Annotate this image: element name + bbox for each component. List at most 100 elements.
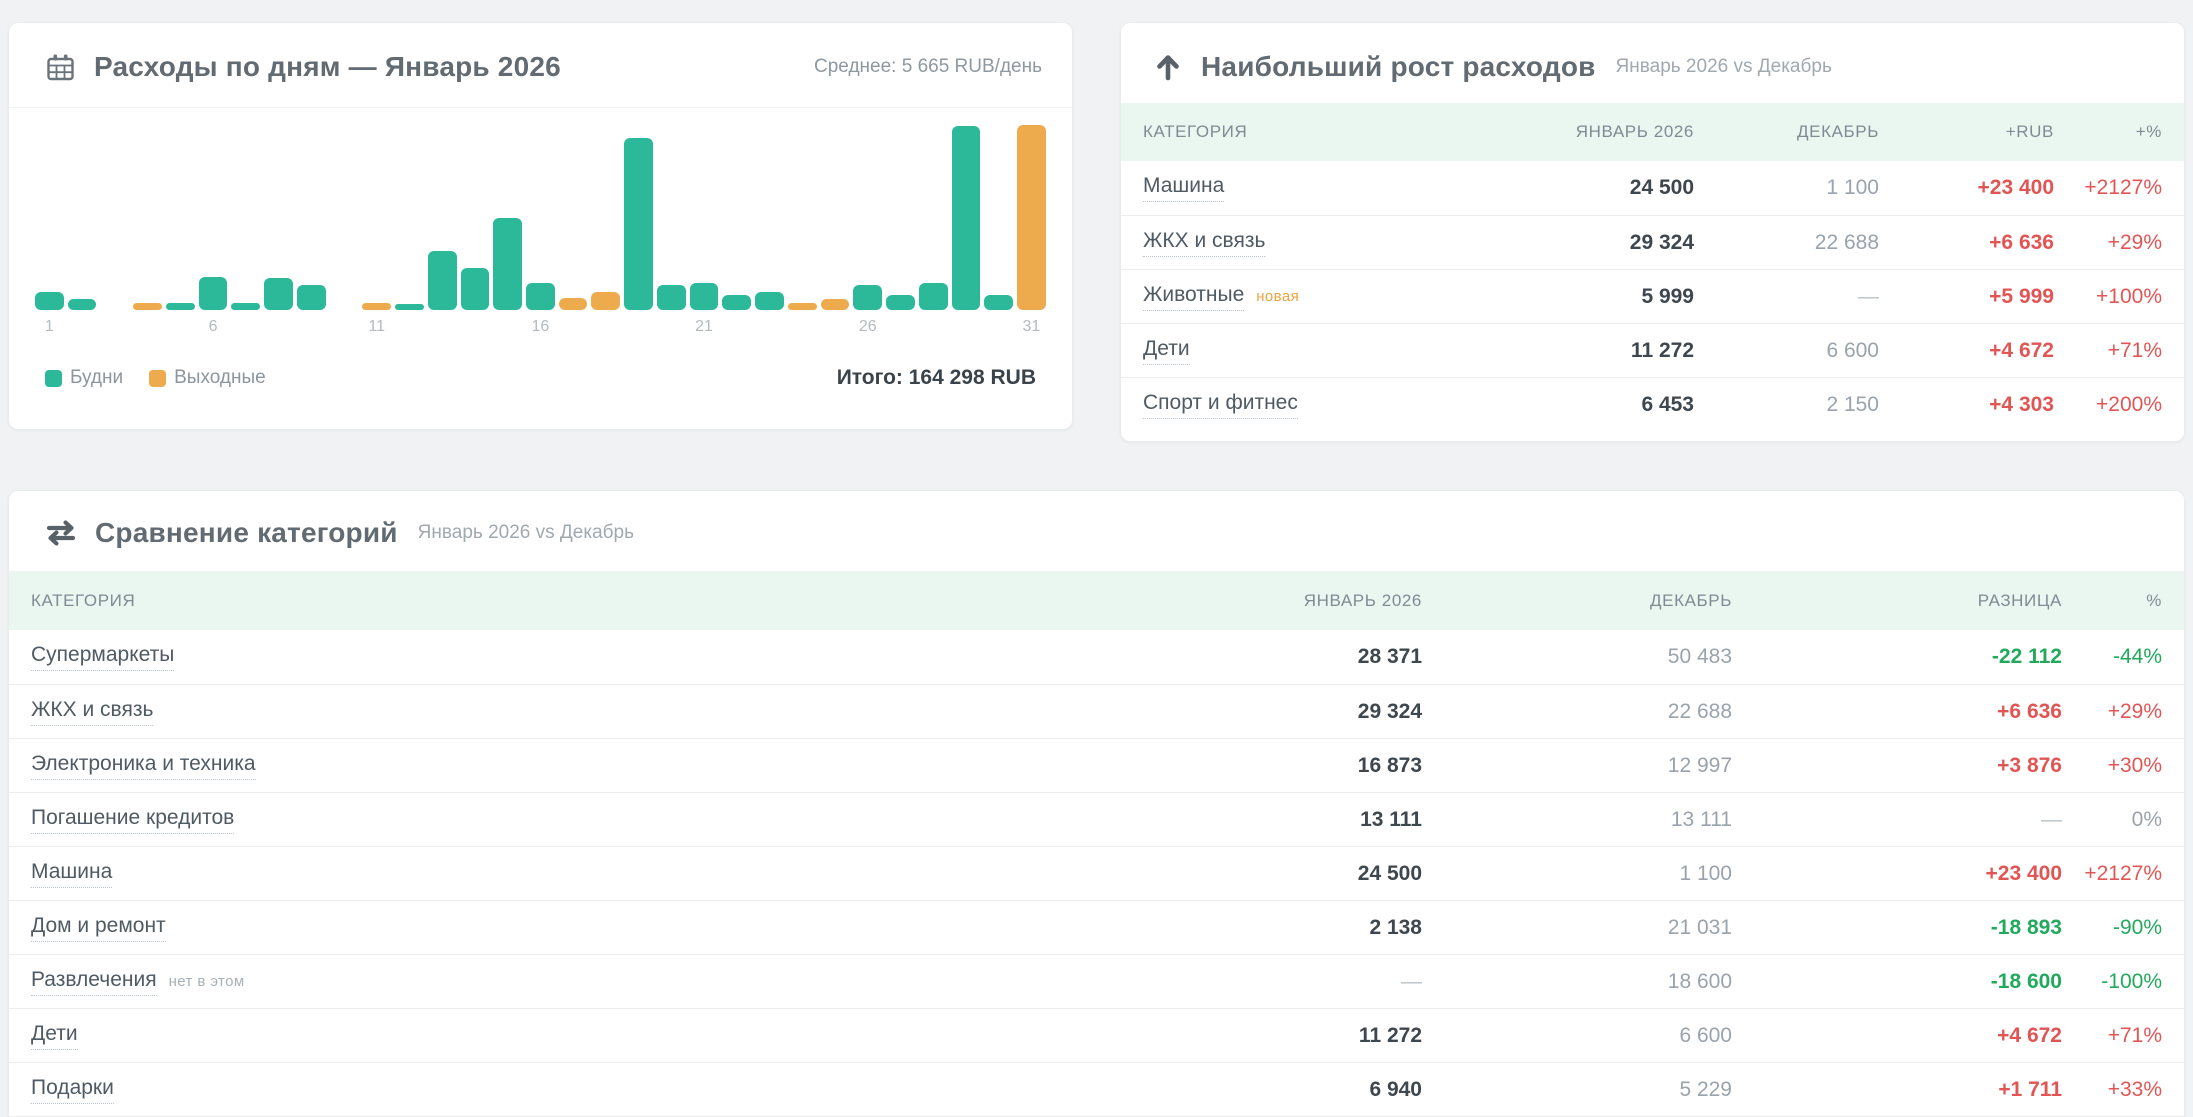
x-axis-label	[919, 318, 948, 342]
chart-bar-day-19[interactable]	[624, 137, 653, 310]
chart-bar-day-30[interactable]	[984, 294, 1014, 310]
value-diff: +4 672	[1997, 1023, 2062, 1047]
chart-bar-day-25[interactable]	[820, 299, 850, 310]
value-pct: -90%	[2112, 915, 2162, 939]
category-cell: Электроника и техника	[31, 752, 1022, 780]
chart-bar-day-22[interactable]	[722, 294, 752, 310]
value-diff: +4 672	[1989, 338, 2054, 362]
chart-bar-day-14[interactable]	[460, 267, 490, 310]
chart-bar-day-6[interactable]	[198, 276, 228, 310]
bar-chart: 1 6 11 16 21 26 31	[9, 124, 1072, 342]
category-name[interactable]: Погашение кредитов	[31, 806, 235, 834]
chart-bar-slot	[656, 124, 686, 310]
table-row: ЖКХ и связь 29 324 22 688 +6 636 +29%	[9, 684, 2184, 738]
x-axis-label: 31	[1022, 318, 1041, 335]
category-name[interactable]: Супермаркеты	[31, 643, 175, 671]
value-jan: 11 272	[1358, 1023, 1422, 1047]
category-name[interactable]: Спорт и фитнес	[1143, 391, 1298, 419]
value-pct: -100%	[2101, 969, 2162, 993]
value-jan: 13 111	[1360, 807, 1422, 831]
x-axis-label	[264, 318, 293, 342]
x-axis-label: 16	[531, 318, 550, 335]
category-name[interactable]: Развлечения	[31, 968, 157, 996]
chart-bar-day-8[interactable]	[264, 277, 293, 310]
x-axis-label	[428, 318, 457, 342]
value-pct: +71%	[2107, 338, 2162, 362]
chart-bar-day-31[interactable]	[1017, 124, 1046, 310]
chart-bar-slot	[689, 124, 719, 310]
chart-bar-day-20[interactable]	[656, 284, 686, 310]
category-cell: Спорт и фитнес	[1143, 391, 1474, 419]
chart-bar-day-23[interactable]	[755, 292, 784, 310]
value-dec: 5 229	[1679, 1077, 1732, 1101]
category-name[interactable]: Машина	[31, 860, 113, 888]
chart-bar-day-27[interactable]	[886, 294, 915, 310]
growth-card: Наибольший рост расходов Январь 2026 vs …	[1120, 22, 2185, 442]
chart-bar-day-17[interactable]	[558, 297, 588, 310]
category-cell: ЖКХ и связь	[31, 698, 1022, 726]
chart-bar-day-26[interactable]	[853, 284, 883, 310]
chart-bar-day-7[interactable]	[231, 303, 261, 310]
chart-bar-day-28[interactable]	[918, 282, 948, 310]
chart-bar-day-11[interactable]	[362, 303, 392, 310]
chart-bar-day-24[interactable]	[787, 303, 817, 310]
chart-bar-slot	[624, 124, 653, 310]
chart-bar-day-1[interactable]	[35, 292, 64, 310]
chart-bar-day-21[interactable]	[689, 282, 719, 310]
category-name[interactable]: Дом и ремонт	[31, 914, 166, 942]
comparison-table-body: Супермаркеты 28 371 50 483 -22 112 -44% ЖКХ и…	[9, 630, 2184, 1116]
chart-bar-slot	[918, 124, 948, 310]
x-axis-label	[984, 318, 1013, 342]
category-name[interactable]: Машина	[1143, 174, 1225, 202]
value-pct: 0%	[2131, 807, 2162, 831]
category-name[interactable]: Животные	[1143, 283, 1245, 311]
chart-bar-slot	[35, 124, 64, 310]
chart-bar-day-13[interactable]	[427, 251, 457, 310]
x-axis-label	[821, 318, 850, 342]
legend-label: Будни	[70, 367, 124, 388]
chart-bar-day-15[interactable]	[493, 217, 523, 310]
daily-card-title: Расходы по дням — Январь 2026	[94, 51, 561, 82]
chart-bar-day-2[interactable]	[67, 298, 97, 310]
value-dec: 22 688	[1667, 699, 1732, 723]
chart-bar-slot	[165, 124, 195, 310]
growth-card-title: Наибольший рост расходов	[1201, 51, 1596, 82]
chart-bar-day-4[interactable]	[133, 303, 162, 310]
chart-bar-day-9[interactable]	[296, 284, 326, 310]
x-axis-label: 21	[695, 318, 713, 335]
legend-item-weekends[interactable]: Выходные	[149, 367, 266, 389]
chart-bar-day-18[interactable]	[591, 292, 621, 310]
column-header-growth-2: ДЕКАБРЬ	[1797, 122, 1879, 141]
category-name[interactable]: ЖКХ и связь	[1143, 229, 1266, 257]
x-axis-label	[395, 318, 424, 342]
category-cell: Дети	[1143, 337, 1474, 365]
chart-bar-day-12[interactable]	[395, 303, 424, 310]
chart-bar-day-29[interactable]	[951, 126, 981, 310]
chart-bar-slot	[722, 124, 752, 310]
value-jan: 2 138	[1369, 915, 1422, 939]
value-jan: 16 873	[1357, 753, 1422, 777]
category-name[interactable]: Подарки	[31, 1076, 114, 1104]
value-dec: 12 997	[1667, 753, 1732, 777]
category-name[interactable]: Дети	[1143, 337, 1190, 365]
category-name[interactable]: Электроника и техника	[31, 752, 256, 780]
table-row: Дети 11 272 6 600 +4 672 +71%	[9, 1008, 2184, 1062]
category-name[interactable]: Дети	[31, 1022, 78, 1050]
chart-bar-slot	[198, 124, 228, 310]
value-diff: -18 600	[1990, 969, 2062, 993]
category-name[interactable]: ЖКХ и связь	[31, 698, 154, 726]
value-diff: —	[2041, 807, 2062, 831]
value-pct: +2127%	[2084, 176, 2162, 199]
chart-bar-slot	[264, 124, 293, 310]
value-dec: 13 111	[1670, 807, 1732, 831]
value-dec: —	[1858, 284, 1879, 308]
chart-bar-slot	[951, 124, 981, 310]
legend-item-weekdays[interactable]: Будни	[45, 367, 123, 389]
comparison-table-header: КАТЕГОРИЯ ЯНВАРЬ 2026 ДЕКАБРЬ РАЗНИЦА%	[9, 572, 2184, 630]
value-diff: +5 999	[1989, 284, 2054, 308]
table-row: Дети 11 272 6 600 +4 672 +71%	[1121, 323, 2184, 377]
chart-bar-day-16[interactable]	[526, 282, 555, 310]
chart-bar-day-5[interactable]	[165, 303, 195, 310]
chart-bar-slot	[526, 124, 555, 310]
growth-table-header: КАТЕГОРИЯ ЯНВАРЬ 2026 ДЕКАБРЬ +RUB +%	[1121, 103, 2184, 161]
